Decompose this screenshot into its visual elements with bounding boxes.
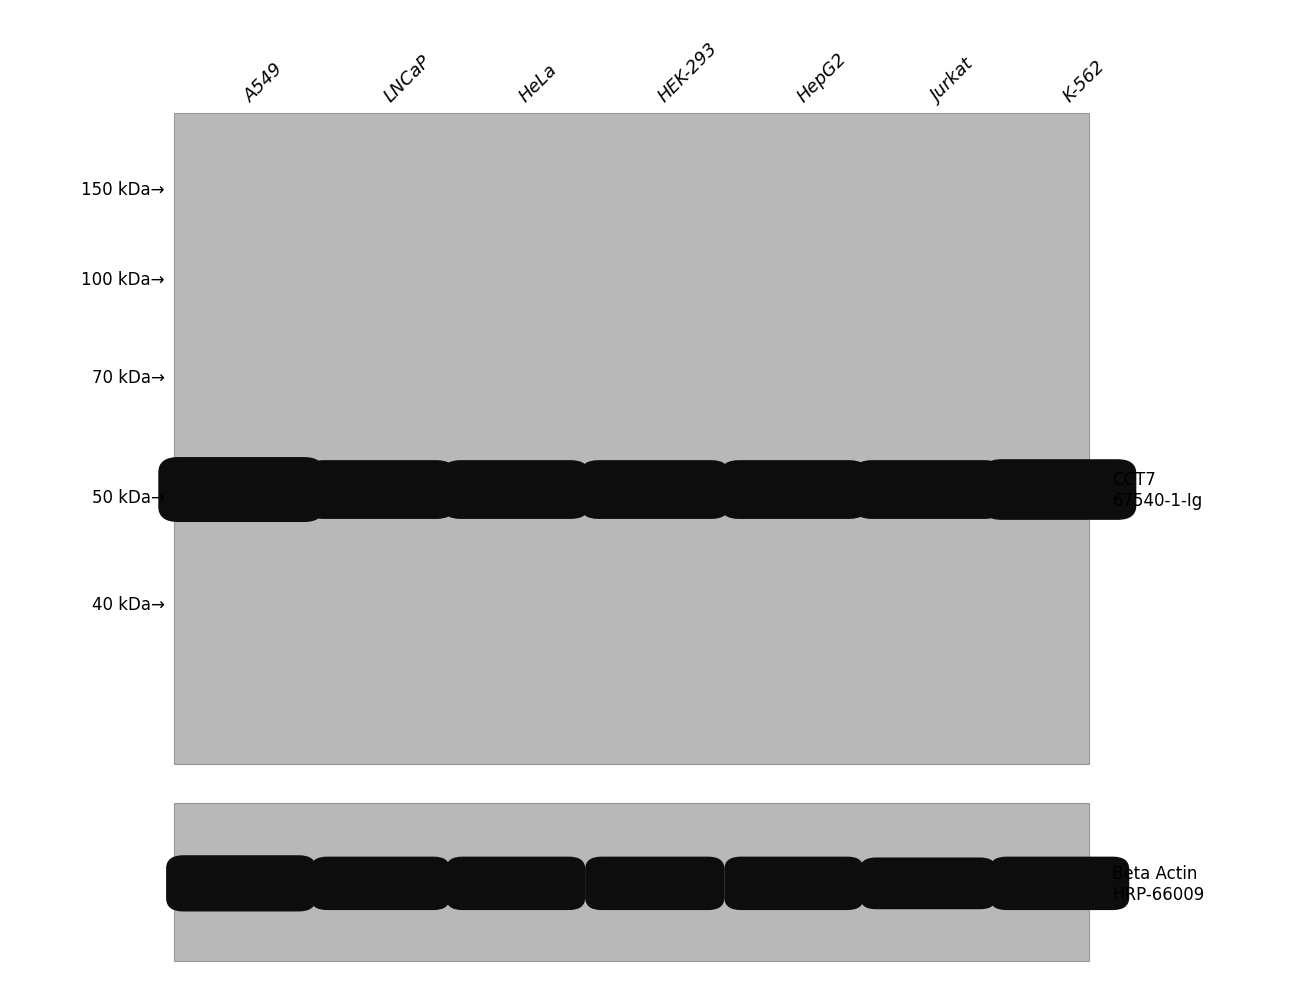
Text: HepG2: HepG2 (794, 49, 851, 106)
Text: Jurkat: Jurkat (928, 56, 978, 106)
Text: HEK-293: HEK-293 (655, 39, 721, 106)
Text: WWW.PTGLAB.COM: WWW.PTGLAB.COM (378, 199, 602, 669)
Bar (174, 804, 1089, 961)
FancyBboxPatch shape (860, 858, 996, 909)
Text: 50 kDa→: 50 kDa→ (92, 489, 165, 507)
Text: 70 kDa→: 70 kDa→ (92, 369, 165, 387)
Text: HeLa: HeLa (516, 60, 561, 106)
FancyBboxPatch shape (446, 857, 585, 910)
FancyBboxPatch shape (724, 857, 864, 910)
Text: 40 kDa→: 40 kDa→ (92, 596, 165, 613)
FancyBboxPatch shape (442, 460, 589, 520)
Text: Beta Actin
HRP-66009: Beta Actin HRP-66009 (1112, 864, 1205, 903)
Text: 150 kDa→: 150 kDa→ (81, 180, 165, 198)
FancyBboxPatch shape (853, 460, 1003, 520)
Text: A549: A549 (241, 60, 287, 106)
FancyBboxPatch shape (311, 857, 450, 910)
FancyBboxPatch shape (990, 857, 1129, 910)
Text: LNCaP: LNCaP (380, 52, 434, 106)
FancyBboxPatch shape (159, 458, 324, 523)
Text: CCT7
67540-1-Ig: CCT7 67540-1-Ig (1112, 470, 1203, 510)
Text: K-562: K-562 (1060, 57, 1109, 106)
FancyBboxPatch shape (721, 460, 867, 520)
FancyBboxPatch shape (166, 856, 316, 912)
Bar (174, 113, 1089, 764)
Text: 100 kDa→: 100 kDa→ (81, 271, 165, 289)
FancyBboxPatch shape (982, 459, 1137, 521)
FancyBboxPatch shape (580, 460, 730, 520)
FancyBboxPatch shape (305, 460, 455, 520)
FancyBboxPatch shape (585, 857, 724, 910)
